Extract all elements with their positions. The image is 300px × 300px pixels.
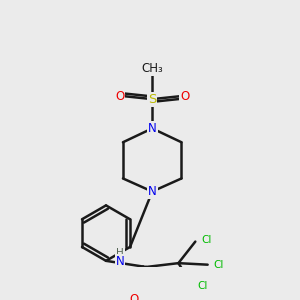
Text: Cl: Cl bbox=[213, 260, 224, 270]
Text: O: O bbox=[180, 90, 189, 103]
Text: CH₃: CH₃ bbox=[141, 62, 163, 75]
Text: H: H bbox=[116, 248, 124, 258]
Text: N: N bbox=[148, 185, 157, 198]
Text: S: S bbox=[148, 93, 156, 106]
Text: O: O bbox=[115, 90, 124, 103]
Text: N: N bbox=[116, 255, 124, 268]
Text: O: O bbox=[129, 293, 138, 300]
Text: Cl: Cl bbox=[201, 235, 211, 245]
Text: N: N bbox=[148, 122, 157, 135]
Text: Cl: Cl bbox=[198, 281, 208, 291]
